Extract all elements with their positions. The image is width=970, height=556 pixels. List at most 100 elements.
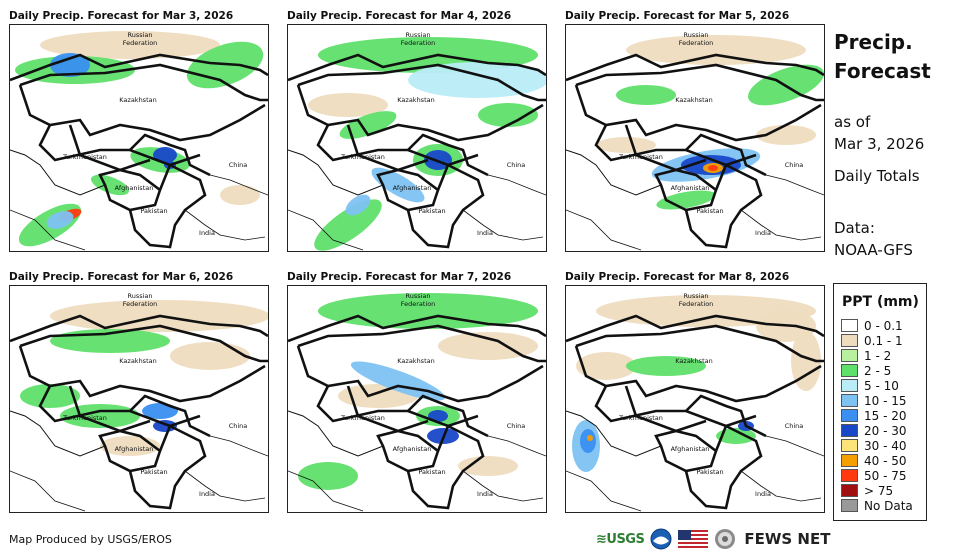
label-pakistan: Pakistan bbox=[140, 207, 168, 215]
panel-title: Daily Precip. Forecast for Mar 6, 2026 bbox=[9, 271, 234, 283]
label-india: India bbox=[755, 490, 771, 498]
forecast-panel: Daily Precip. Forecast for Mar 8, 2026 R… bbox=[565, 271, 825, 513]
label-turkmenistan: Turkmenistan bbox=[619, 414, 663, 422]
label-russia: Russian Federation bbox=[678, 292, 714, 308]
credit-text: Map Produced by USGS/EROS bbox=[9, 533, 172, 546]
legend-label: 30 - 40 bbox=[864, 439, 907, 453]
forecast-panel: Daily Precip. Forecast for Mar 5, 2026 R… bbox=[565, 10, 825, 252]
precip-area bbox=[345, 194, 371, 216]
label-pakistan: Pakistan bbox=[696, 468, 724, 476]
legend-title: PPT (mm) bbox=[842, 294, 919, 310]
precip-area bbox=[656, 190, 716, 210]
map-graphic bbox=[566, 35, 824, 251]
precip-area bbox=[91, 174, 129, 196]
legend-item: 50 - 75 bbox=[841, 469, 907, 484]
precip-area bbox=[756, 125, 816, 145]
legend-item: 40 - 50 bbox=[841, 454, 907, 469]
legend-label: > 75 bbox=[864, 484, 894, 498]
precip-area bbox=[791, 331, 821, 391]
label-russia: Russian Federation bbox=[122, 31, 158, 47]
legend-item: 0 - 0.1 bbox=[841, 319, 903, 334]
label-turkmenistan: Turkmenistan bbox=[63, 414, 107, 422]
legend-swatch bbox=[841, 379, 858, 392]
legend-label: No Data bbox=[864, 499, 913, 513]
legend-swatch bbox=[841, 454, 858, 467]
legend-item: 2 - 5 bbox=[841, 364, 891, 379]
precip-area bbox=[170, 342, 250, 370]
precip-area bbox=[153, 147, 177, 163]
precip-area bbox=[46, 211, 74, 229]
label-afghanistan: Afghanistan bbox=[114, 184, 154, 192]
forecast-panel: Daily Precip. Forecast for Mar 4, 2026 R… bbox=[287, 10, 547, 252]
legend-item: 5 - 10 bbox=[841, 379, 899, 394]
precip-area bbox=[298, 462, 358, 490]
noaa-logo-icon bbox=[650, 528, 672, 550]
legend-item: 30 - 40 bbox=[841, 439, 907, 454]
precip-area bbox=[596, 137, 656, 153]
legend-swatch bbox=[841, 484, 858, 497]
precip-area bbox=[576, 352, 636, 380]
panel-title: Daily Precip. Forecast for Mar 3, 2026 bbox=[9, 10, 234, 22]
forecast-panel: Daily Precip. Forecast for Mar 6, 2026 R… bbox=[9, 271, 269, 513]
label-kazakhstan: Kazakhstan bbox=[397, 357, 435, 365]
label-china: China bbox=[228, 161, 248, 169]
precip-area bbox=[716, 428, 756, 444]
precip-area bbox=[587, 435, 593, 441]
map-graphic bbox=[566, 295, 824, 512]
label-kazakhstan: Kazakhstan bbox=[119, 357, 157, 365]
precip-area bbox=[708, 165, 718, 171]
map-graphic bbox=[10, 31, 268, 251]
label-india: India bbox=[477, 229, 493, 237]
seal-icon bbox=[715, 529, 736, 549]
legend-swatch bbox=[841, 439, 858, 452]
precip-map: Russian Federation Kazakhstan Turkmenista… bbox=[565, 285, 825, 513]
precip-area bbox=[438, 332, 538, 360]
precip-area bbox=[308, 93, 388, 117]
label-turkmenistan: Turkmenistan bbox=[619, 153, 663, 161]
precip-area bbox=[339, 111, 397, 139]
daily-totals-text: Daily Totals bbox=[834, 167, 920, 185]
label-india: India bbox=[199, 490, 215, 498]
label-russia: Russian Federation bbox=[400, 292, 436, 308]
legend-item: No Data bbox=[841, 499, 913, 514]
legend-swatch bbox=[841, 409, 858, 422]
legend-item: 1 - 2 bbox=[841, 349, 891, 364]
legend-label: 0 - 0.1 bbox=[864, 319, 903, 333]
precip-area bbox=[478, 103, 538, 127]
label-turkmenistan: Turkmenistan bbox=[63, 153, 107, 161]
legend-label: 15 - 20 bbox=[864, 409, 907, 423]
map-graphic bbox=[288, 37, 546, 251]
precip-area bbox=[626, 356, 706, 376]
label-turkmenistan: Turkmenistan bbox=[341, 414, 385, 422]
label-china: China bbox=[228, 422, 248, 430]
label-kazakhstan: Kazakhstan bbox=[397, 96, 435, 104]
label-china: China bbox=[784, 161, 804, 169]
precip-map: Russian Federation Kazakhstan Turkmenista… bbox=[287, 24, 547, 252]
label-kazakhstan: Kazakhstan bbox=[119, 96, 157, 104]
precip-area bbox=[20, 384, 80, 408]
legend-label: 5 - 10 bbox=[864, 379, 899, 393]
precip-map: Russian Federation Kazakhstan Turkmenista… bbox=[287, 285, 547, 513]
legend-item: 10 - 15 bbox=[841, 394, 907, 409]
legend-item: 0.1 - 1 bbox=[841, 334, 903, 349]
precip-area bbox=[371, 167, 425, 203]
legend-item: > 75 bbox=[841, 484, 893, 499]
precip-map: Russian Federation Kazakhstan Turkmenista… bbox=[9, 285, 269, 513]
label-russia: Russian Federation bbox=[400, 31, 436, 47]
label-afghanistan: Afghanistan bbox=[670, 445, 710, 453]
label-turkmenistan: Turkmenistan bbox=[341, 153, 385, 161]
label-pakistan: Pakistan bbox=[696, 207, 724, 215]
logo-bar: ≋USGS FEWS NET bbox=[596, 526, 830, 552]
legend-item: 20 - 30 bbox=[841, 424, 907, 439]
data-source-text: Data: NOAA-GFS bbox=[834, 219, 913, 259]
legend-label: 40 - 50 bbox=[864, 454, 907, 468]
forecast-panel: Daily Precip. Forecast for Mar 3, 2026 R… bbox=[9, 10, 269, 252]
precip-area bbox=[40, 31, 220, 59]
panel-title: Daily Precip. Forecast for Mar 8, 2026 bbox=[565, 271, 790, 283]
legend-label: 50 - 75 bbox=[864, 469, 907, 483]
precip-map: Russian Federation Kazakhstan Turkmenista… bbox=[565, 24, 825, 252]
panel-title: Daily Precip. Forecast for Mar 5, 2026 bbox=[565, 10, 790, 22]
legend-swatch bbox=[841, 424, 858, 437]
label-india: India bbox=[199, 229, 215, 237]
